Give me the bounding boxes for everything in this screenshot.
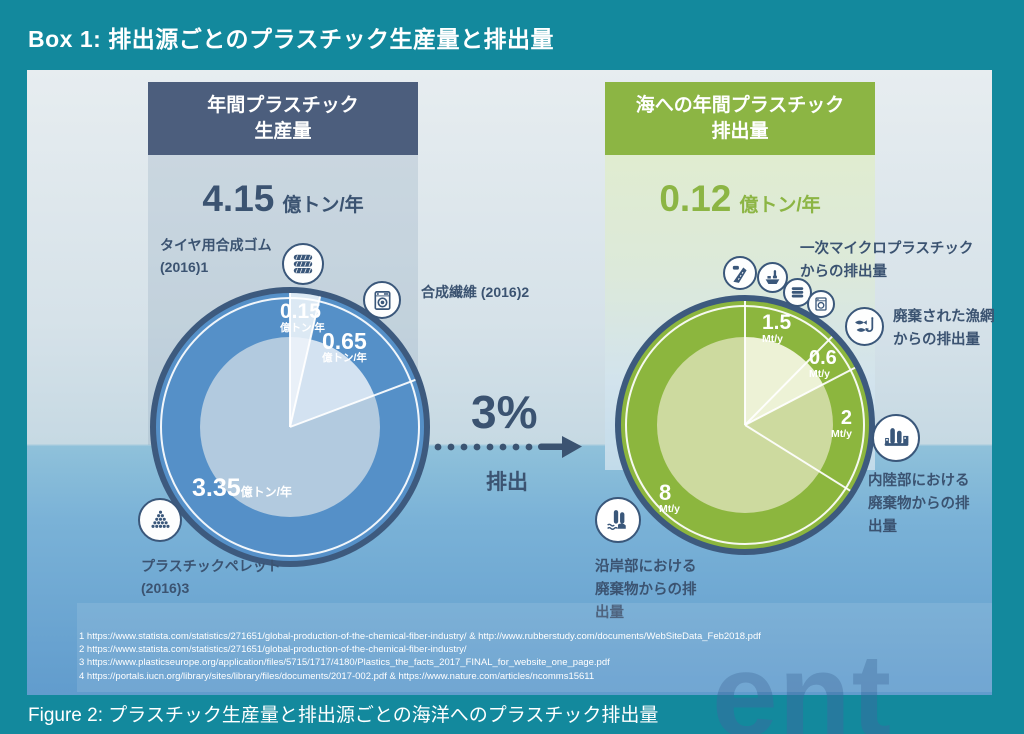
tire-callout-label: タイヤ用合成ゴム (2016)1: [160, 237, 272, 275]
left-header-line2: 生産量: [254, 120, 312, 142]
pellet-pyramid-icon: [150, 510, 170, 528]
page-title: Box 1: 排出源ごとのプラスチック生産量と排出量: [28, 20, 554, 54]
segment-label-pellet: 3.35億トン/年: [192, 474, 293, 502]
figure-caption-prefix: Figure 2:: [28, 705, 103, 726]
ship-paintbrush-icon: [765, 270, 780, 285]
left-header-line1: 年間プラスチック: [207, 94, 359, 116]
textile-small-badge: [807, 290, 835, 318]
footnote-line: 2 https://www.statista.com/statistics/27…: [79, 644, 467, 656]
coastal-waste-badge: [595, 497, 641, 543]
segment-label-fiber: 0.65 億トン/年: [322, 328, 367, 365]
fishing-callout-label: 廃棄された漁網 からの排出量: [893, 309, 995, 348]
segment-label-microplastics: 1.5 Mt/y: [762, 311, 792, 346]
segment-label-inland: 2 Mt/y: [831, 407, 852, 440]
segment-label-tire: 0.15 億トン/年: [280, 300, 325, 335]
page-title-prefix: Box 1:: [28, 26, 102, 52]
left-total-number: 4.15: [202, 178, 275, 219]
fiber-callout-label: 合成繊維 (2016)2: [421, 284, 530, 300]
flow-label: 排出: [486, 471, 528, 494]
inland-waste-badge: [872, 414, 920, 462]
segment-label-coastal: 8 Mt/y: [659, 480, 680, 516]
fish-hook-icon: [855, 317, 874, 333]
figure-caption-text: プラスチック生産量と排出源ごとの海洋へのプラスチック排出量: [108, 705, 659, 726]
right-total-unit: 億トン/年: [739, 195, 821, 216]
textile-badge: [363, 281, 401, 319]
coastal-callout-label: 沿岸部における 廃棄物からの排 出量: [595, 559, 697, 621]
microplastics-callout-label: 一次マイクロプラスチック からの排出量: [800, 241, 974, 280]
car-road-icon: [732, 265, 747, 283]
emission-pie-chart: 1.5 Mt/y 0.6 Mt/y 2 Mt/y 8 Mt/y: [615, 295, 875, 555]
fishing-net-badge: [845, 307, 884, 346]
left-total-value: 4.15 億トン/年: [148, 178, 418, 220]
footnote-line: 3 https://www.plasticseurope.org/applica…: [79, 657, 610, 669]
segment-label-fishing: 0.6 Mt/y: [809, 347, 837, 380]
figure-caption: Figure 2: プラスチック生産量と排出源ごとの海洋へのプラスチック排出量: [28, 700, 658, 727]
right-chart-header: 海への年間プラスチック 排出量: [605, 82, 875, 155]
pellet-callout-label: プラスチックペレット (2016)3: [141, 558, 281, 596]
pellet-badge: [138, 498, 182, 542]
washing-machine-icon: [373, 290, 391, 310]
footnote-panel: [77, 603, 992, 692]
washing-machine-icon: [815, 297, 827, 311]
footnote-line: 4 https://portals.iucn.org/library/sites…: [79, 670, 595, 682]
right-total-number: 0.12: [659, 178, 732, 219]
road-traffic-badge: [723, 256, 757, 290]
background-watermark: ent: [712, 630, 892, 734]
tire-badge: [282, 243, 324, 285]
inland-factory-icon: [884, 427, 908, 446]
marine-coating-badge: [757, 262, 788, 293]
stacked-sheets-icon: [791, 287, 804, 298]
tire-stack-icon: [293, 254, 313, 274]
right-header-line2: 排出量: [711, 120, 769, 142]
dotted-arrow-icon: [434, 436, 582, 458]
production-pie-chart: 0.15 億トン/年 0.65 億トン/年 3.35億トン/年: [150, 287, 430, 567]
page-title-text: 排出源ごとのプラスチック生産量と排出量: [108, 26, 554, 52]
segment-divider: [289, 293, 291, 427]
left-chart-header: 年間プラスチック 生産量: [148, 82, 418, 155]
segment-divider: [744, 301, 746, 425]
footnote-line: 1 https://www.statista.com/statistics/27…: [79, 631, 761, 642]
coastal-factory-icon: [606, 509, 626, 530]
footnote-list: 1 https://www.statista.com/statistics/27…: [79, 630, 761, 683]
right-header-line1: 海への年間プラスチック: [635, 94, 845, 116]
left-total-unit: 億トン/年: [282, 195, 364, 216]
right-total-value: 0.12 億トン/年: [605, 178, 875, 220]
flow-percent: 3%: [471, 386, 538, 438]
inland-callout-label: 内陸部における 廃棄物からの排 出量: [868, 473, 970, 535]
